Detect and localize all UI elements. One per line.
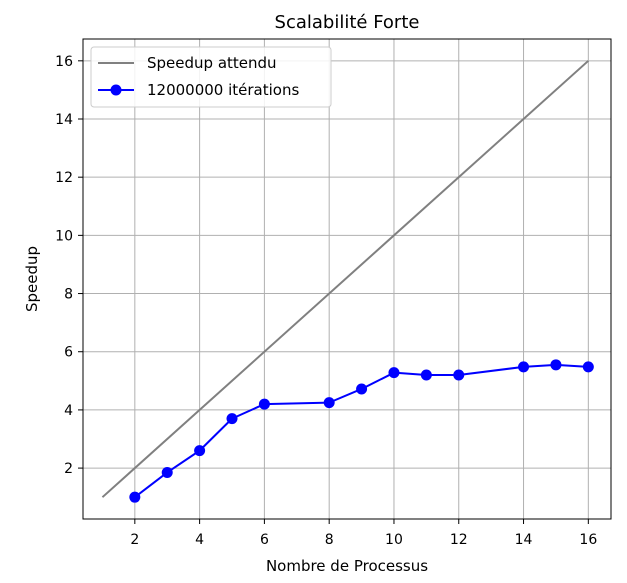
series-layer (101, 60, 594, 503)
data-point (550, 359, 562, 371)
legend: Speedup attendu 12000000 itérations (90, 46, 332, 108)
y-tick-label: 10 (55, 228, 73, 244)
x-tick-label: 16 (579, 532, 597, 548)
data-point (453, 369, 465, 381)
series-line-1 (101, 60, 589, 498)
chart-title: Scalabilité Forte (275, 12, 420, 33)
y-tick-label: 16 (55, 54, 73, 70)
data-point (420, 369, 432, 381)
y-tick-label: 2 (64, 461, 73, 477)
legend-label: 12000000 itérations (147, 81, 299, 99)
data-point (258, 398, 270, 410)
data-point (194, 445, 206, 457)
y-axis-label: Speedup (23, 246, 41, 312)
y-tick-label: 6 (64, 345, 73, 361)
x-tick-label: 8 (325, 532, 334, 548)
x-tick-label: 10 (385, 532, 403, 548)
data-point (226, 413, 238, 425)
y-tick-label: 14 (55, 112, 73, 128)
axis-ticks: 2 4 6 8 10 12 14 16 2 4 6 8 10 12 14 16 (55, 54, 597, 548)
legend-marker (110, 84, 122, 96)
data-point (518, 361, 530, 373)
data-point (582, 361, 594, 373)
data-point (356, 383, 368, 395)
data-point (129, 491, 141, 503)
legend-box (90, 46, 332, 108)
x-tick-label: 14 (515, 532, 533, 548)
x-tick-label: 2 (130, 532, 139, 548)
y-tick-label: 12 (55, 170, 73, 186)
x-tick-label: 4 (195, 532, 204, 548)
x-tick-label: 12 (450, 532, 468, 548)
x-axis-label: Nombre de Processus (266, 557, 428, 575)
y-tick-label: 4 (64, 403, 73, 419)
data-point (388, 367, 400, 379)
data-point (323, 397, 335, 409)
legend-label: Speedup attendu (147, 54, 277, 72)
data-point (161, 466, 173, 478)
grid (83, 39, 611, 519)
x-tick-label: 6 (260, 532, 269, 548)
y-tick-label: 8 (64, 287, 73, 303)
plot-frame (82, 38, 612, 520)
